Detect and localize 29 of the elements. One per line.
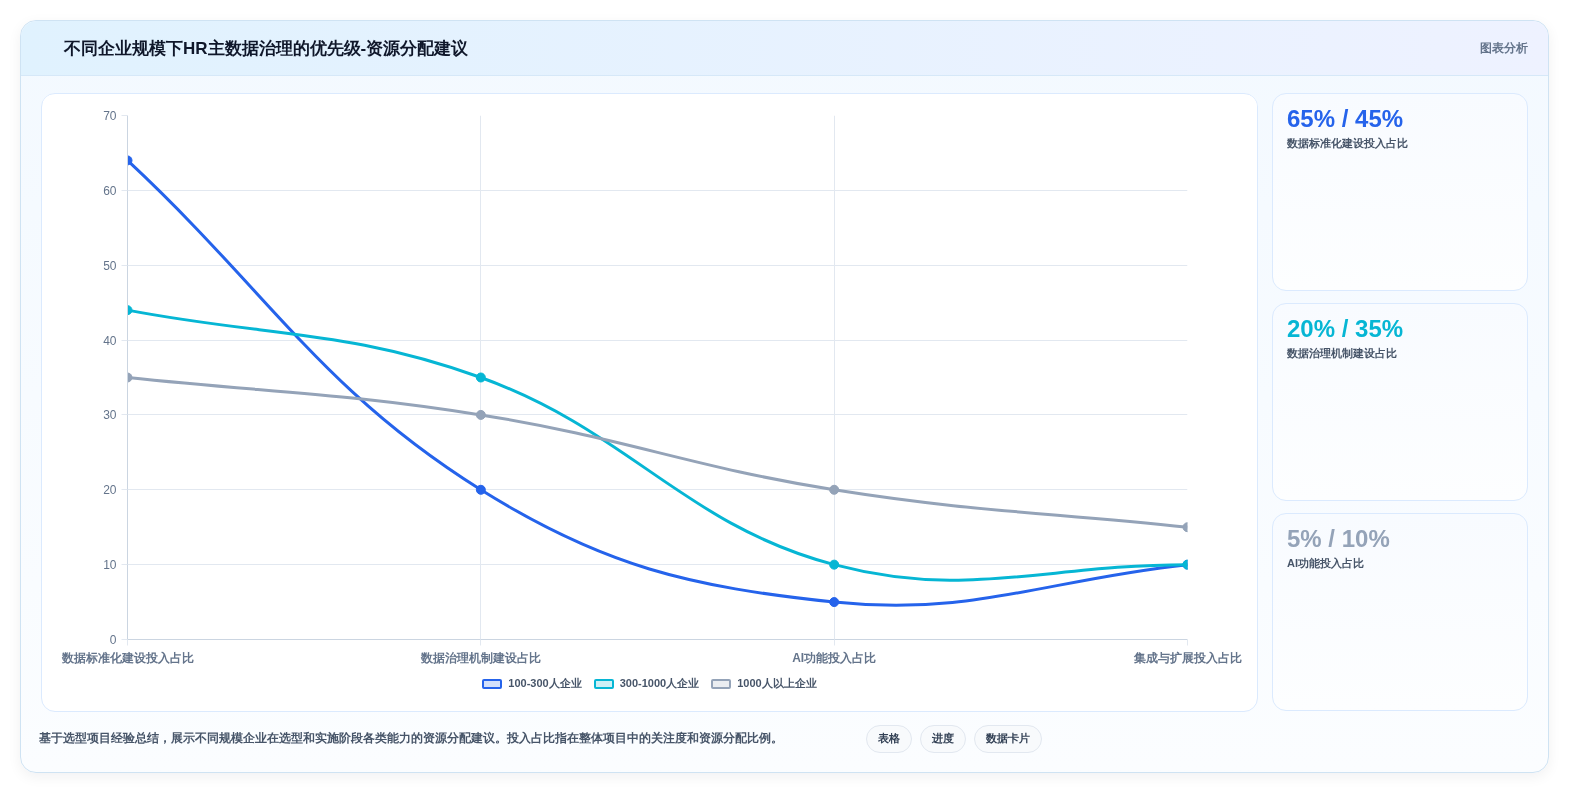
- legend-label: 300-1000人企业: [619, 676, 700, 691]
- legend-label: 1000人以上企业: [737, 676, 817, 691]
- y-tick-label: 60: [103, 183, 117, 198]
- legend-label: 100-300人企业: [508, 676, 582, 691]
- text: 20% / 35%: [1287, 314, 1404, 344]
- text: 5% / 10%: [1287, 524, 1390, 554]
- text: 数据卡片: [974, 725, 1042, 753]
- point: [475, 484, 486, 495]
- text: 图表分析: [1480, 40, 1528, 57]
- text: AI功能投入占比: [1287, 556, 1365, 571]
- text: 数据标准化建设投入占比: [1287, 136, 1408, 151]
- y-tick-label: 70: [103, 109, 117, 123]
- text: 基于选型项目经验总结，展示不同规模企业在选型和实施阶段各类能力的资源分配建议。投入占比指在整体项目中的关注度和资源分配比例。: [39, 730, 783, 747]
- y-tick-label: 20: [103, 483, 117, 498]
- y-tick-label: 50: [103, 258, 117, 273]
- x-tick-label: AI功能投入占比: [792, 650, 877, 665]
- y-tick-label: 30: [103, 408, 117, 423]
- point: [829, 597, 840, 608]
- text: 进度: [920, 725, 966, 753]
- x-tick-label: 数据治理机制建设占比: [419, 650, 541, 665]
- x-tick-label: 数据标准化建设投入占比: [60, 650, 194, 665]
- text: 65% / 45%: [1287, 104, 1405, 134]
- x-tick-label: 集成与扩展投入占比: [1132, 650, 1242, 665]
- text: 数据治理机制建设占比: [1287, 346, 1398, 361]
- chart-title: 不同企业规模下HR主数据治理的优先级-资源分配建议: [64, 38, 469, 60]
- text: 表格: [866, 725, 912, 753]
- y-tick-label: 0: [109, 633, 117, 647]
- y-tick-label: 40: [103, 333, 117, 348]
- y-tick-label: 10: [103, 558, 117, 573]
